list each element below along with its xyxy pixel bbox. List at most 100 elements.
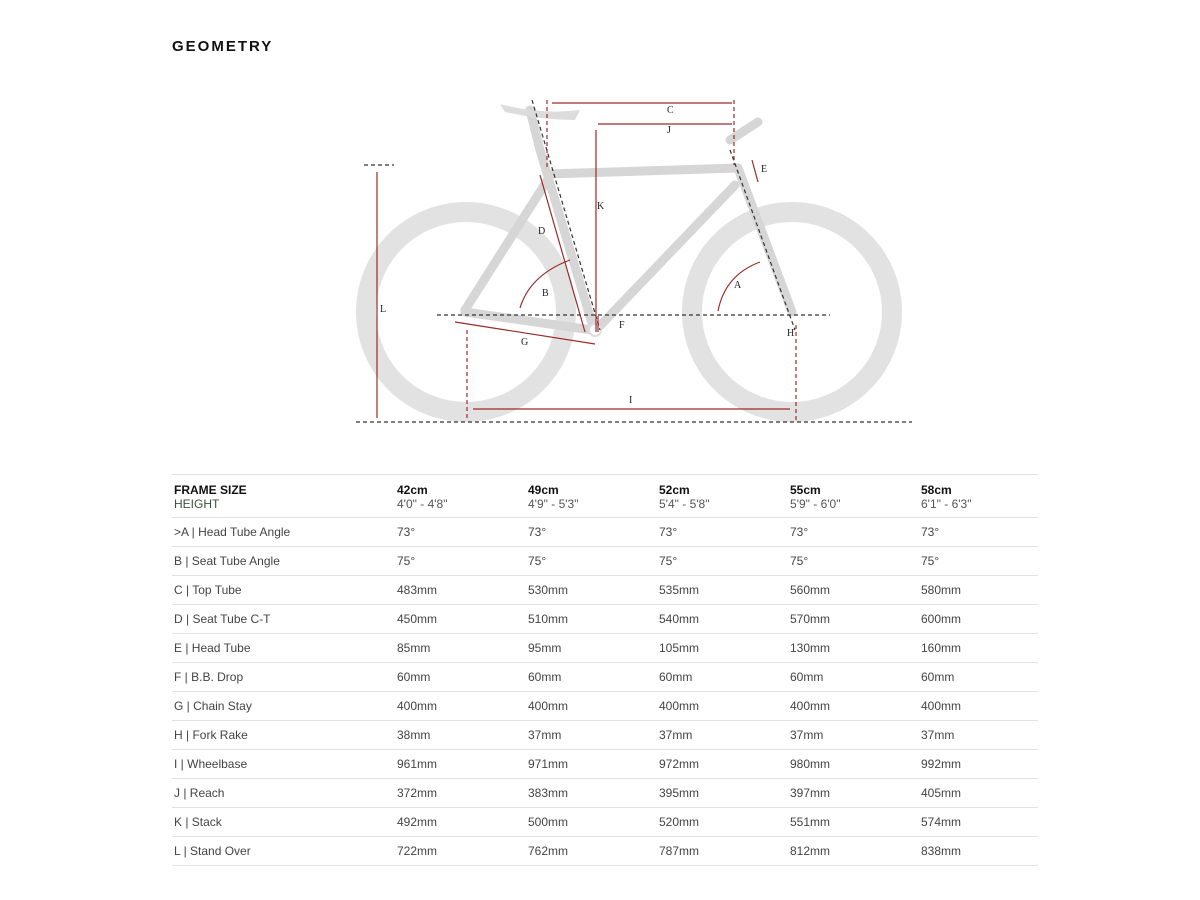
cell-value: 60mm [395,662,526,692]
table-row: >A | Head Tube Angle 73° 73° 73° 73° 73° [172,517,1038,547]
row-label: I | Wheelbase [172,749,395,779]
size-header: 49cm [528,483,559,497]
row-label: B | Seat Tube Angle [172,546,395,576]
cell-value: 38mm [395,720,526,750]
cell-value: 551mm [788,807,919,837]
cell-value: 85mm [395,633,526,663]
cell-value: 400mm [788,691,919,721]
height-value: 5'9" - 6'0" [788,497,919,518]
cell-value: 570mm [788,604,919,634]
table-row: G | Chain Stay 400mm 400mm 400mm 400mm 400mm [172,691,1038,721]
cell-value: 992mm [919,749,1038,779]
table-row: E | Head Tube 85mm 95mm 105mm 130mm 160mm [172,633,1038,663]
cell-value: 400mm [395,691,526,721]
height-value: 5'4" - 5'8" [657,497,788,518]
row-label: H | Fork Rake [172,720,395,750]
cell-value: 75° [657,546,788,576]
cell-value: 812mm [788,836,919,866]
row-label: D | Seat Tube C-T [172,604,395,634]
cell-value: 540mm [657,604,788,634]
cell-value: 395mm [657,778,788,808]
cell-value: 500mm [526,807,657,837]
table-row: H | Fork Rake 38mm 37mm 37mm 37mm 37mm [172,720,1038,750]
row-label: G | Chain Stay [172,691,395,721]
cell-value: 75° [788,546,919,576]
cell-value: 762mm [526,836,657,866]
cell-value: 838mm [919,836,1038,866]
row-label: E | Head Tube [172,633,395,663]
cell-value: 450mm [395,604,526,634]
cell-value: 105mm [657,633,788,663]
cell-value: 37mm [788,720,919,750]
dimension-lines [356,99,912,423]
size-header: 42cm [397,483,428,497]
cell-value: 160mm [919,633,1038,663]
label-H: H [787,328,794,339]
label-A: A [734,280,742,291]
fork [733,163,797,317]
height-value: 4'0" - 4'8" [395,497,526,518]
top-tube [543,163,743,179]
cell-value: 400mm [526,691,657,721]
label-B: B [542,288,549,299]
frame-size-label: FRAME SIZE [174,483,247,497]
row-label: C | Top Tube [172,575,395,605]
table-row: I | Wheelbase 961mm 971mm 972mm 980mm 992mm [172,749,1038,779]
stem [725,117,763,145]
table-row: F | B.B. Drop 60mm 60mm 60mm 60mm 60mm [172,662,1038,692]
height-value: 4'9" - 5'3" [526,497,657,518]
row-label: L | Stand Over [172,836,395,866]
label-K: K [597,201,605,212]
cell-value: 383mm [526,778,657,808]
page-title: GEOMETRY [172,38,274,55]
label-J: J [667,125,671,136]
bike-silhouette [356,104,902,422]
label-D: D [538,226,545,237]
label-I: I [629,395,632,406]
cell-value: 483mm [395,575,526,605]
rear-wheel [356,202,576,422]
cell-value: 600mm [919,604,1038,634]
down-tube [591,180,740,335]
row-label: J | Reach [172,778,395,808]
bottom-bracket [588,323,602,337]
table-row: K | Stack 492mm 500mm 520mm 551mm 574mm [172,807,1038,837]
cell-value: 405mm [919,778,1038,808]
cell-value: 37mm [526,720,657,750]
saddle [500,104,580,120]
size-header: 55cm [790,483,821,497]
dim-B [519,259,571,309]
cell-value: 971mm [526,749,657,779]
cell-value: 574mm [919,807,1038,837]
cell-value: 75° [919,546,1038,576]
cell-value: 37mm [657,720,788,750]
cell-value: 95mm [526,633,657,663]
cell-value: 972mm [657,749,788,779]
table-row: D | Seat Tube C-T 450mm 510mm 540mm 570mm 600… [172,604,1038,634]
label-G: G [521,337,528,348]
cell-value: 75° [395,546,526,576]
bike-geometry-diagram: C J E K D B A L F G H I [356,99,912,423]
cell-value: 60mm [526,662,657,692]
cell-value: 787mm [657,836,788,866]
label-F: F [619,320,625,331]
cell-value: 961mm [395,749,526,779]
cell-value: 73° [788,517,919,547]
height-value: 6'1" - 6'3" [919,497,1038,518]
cell-value: 492mm [395,807,526,837]
row-label: >A | Head Tube Angle [172,517,395,547]
dim-E [751,159,759,183]
cell-value: 60mm [788,662,919,692]
cell-value: 722mm [395,836,526,866]
size-header: 58cm [921,483,952,497]
row-label: K | Stack [172,807,395,837]
cell-value: 73° [526,517,657,547]
front-wheel [682,202,902,422]
cell-value: 530mm [526,575,657,605]
size-header: 52cm [659,483,690,497]
cell-value: 73° [919,517,1038,547]
cell-value: 130mm [788,633,919,663]
cell-value: 37mm [919,720,1038,750]
table-row: J | Reach 372mm 383mm 395mm 397mm 405mm [172,778,1038,808]
cell-value: 535mm [657,575,788,605]
